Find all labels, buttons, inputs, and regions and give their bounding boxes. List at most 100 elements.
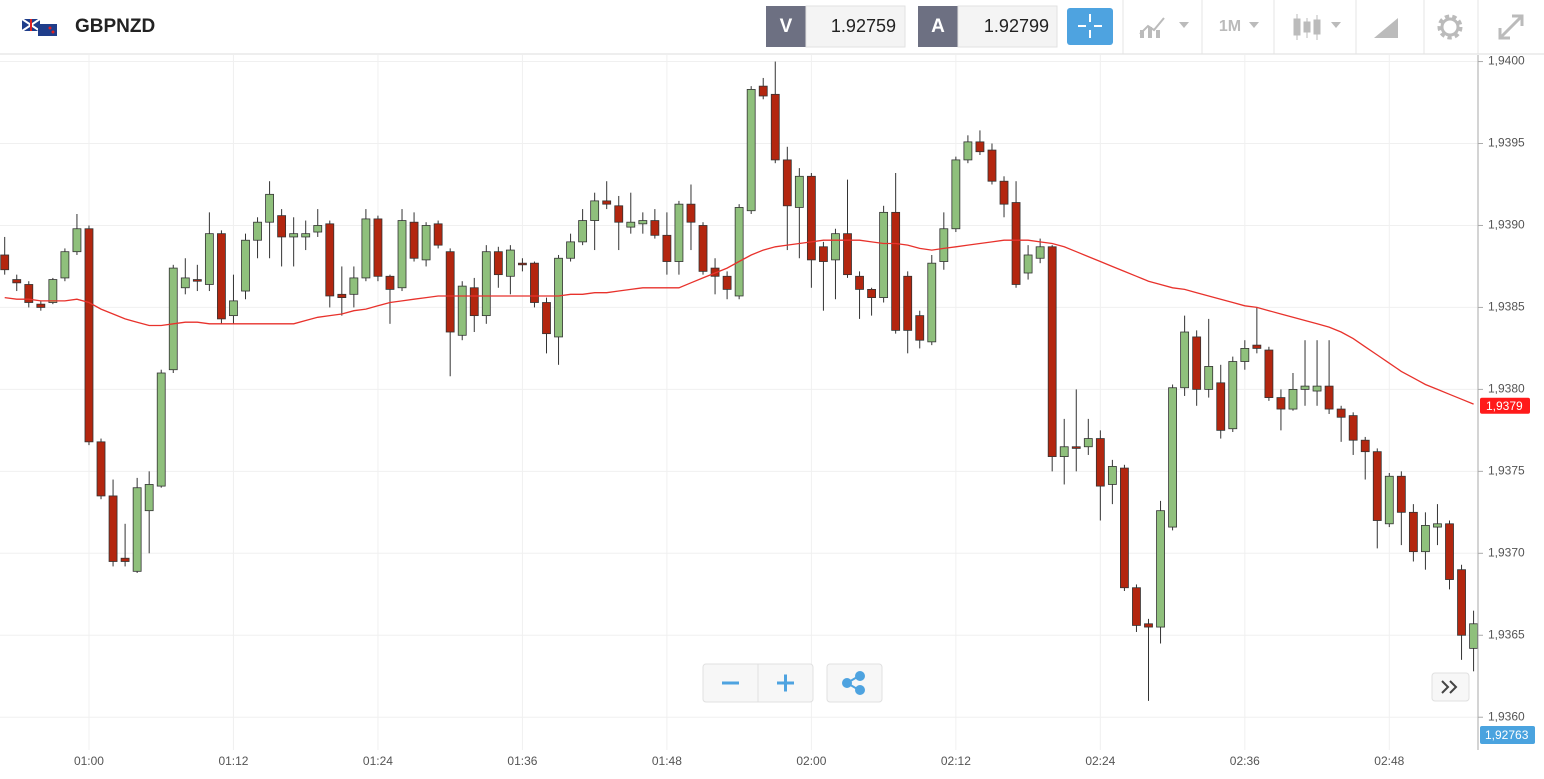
candle-body xyxy=(650,220,660,236)
candle-body xyxy=(758,85,768,97)
candle-body xyxy=(36,303,46,308)
x-tick-label: 02:36 xyxy=(1230,754,1260,768)
candle-body xyxy=(445,251,455,333)
candle-body xyxy=(1168,387,1177,528)
candle-body xyxy=(1300,385,1310,390)
zoom-in-button[interactable] xyxy=(777,674,794,692)
candle-body xyxy=(1372,451,1382,521)
settings-button[interactable] xyxy=(1437,14,1463,40)
candle-body xyxy=(746,89,756,212)
candle-body xyxy=(433,223,443,246)
candle-body xyxy=(1228,361,1238,430)
buy-quote-box xyxy=(957,5,1058,48)
candle-body xyxy=(1384,475,1394,525)
y-tick-label: 1,9375 xyxy=(1488,464,1525,478)
candle-body xyxy=(1059,446,1069,457)
candle-body xyxy=(457,285,467,336)
candle-body xyxy=(1408,511,1418,553)
symbol: GBPNZD xyxy=(75,16,155,37)
candle-body xyxy=(132,487,142,572)
candle-body xyxy=(1252,344,1262,349)
candle-body xyxy=(192,279,202,282)
candle-body xyxy=(1144,623,1153,628)
candle-body xyxy=(24,284,34,303)
candle-body xyxy=(493,251,503,276)
candle-body xyxy=(1396,475,1406,513)
candles-button[interactable] xyxy=(1293,14,1341,40)
candle-body xyxy=(361,218,371,279)
candle-body xyxy=(794,175,804,208)
sell-button[interactable] xyxy=(766,6,806,47)
y-tick-label: 1,9390 xyxy=(1488,218,1525,232)
buy-label: A xyxy=(931,16,945,37)
candle-body xyxy=(770,93,780,161)
candle-body xyxy=(1023,254,1033,274)
candle-body xyxy=(1240,348,1250,362)
candle-body xyxy=(385,275,395,290)
candle-body xyxy=(1192,336,1202,390)
candle-body xyxy=(1132,587,1141,626)
candle-body xyxy=(1445,523,1454,580)
fullscreen-button[interactable] xyxy=(1498,14,1524,40)
y-tick-label: 1,9370 xyxy=(1488,545,1525,559)
candle-body xyxy=(72,228,82,253)
candle-body xyxy=(626,221,636,228)
last-price-label: 1,9379 xyxy=(1486,399,1523,413)
candle-body xyxy=(975,141,985,153)
candle-body xyxy=(686,203,696,223)
candle-body xyxy=(481,251,491,317)
candle-body xyxy=(554,257,563,338)
candle-body xyxy=(204,233,214,285)
crosshair-button[interactable] xyxy=(1067,8,1113,45)
candle-body xyxy=(614,205,624,223)
candle-body xyxy=(542,302,551,335)
candle-body xyxy=(301,233,311,238)
candle-body xyxy=(108,495,118,562)
candle-body xyxy=(96,441,106,497)
candle-body xyxy=(734,207,744,297)
draw-button[interactable] xyxy=(1374,18,1398,38)
candle-body xyxy=(951,159,961,230)
candle-body xyxy=(698,225,708,272)
candle-body xyxy=(48,279,58,303)
candle-body xyxy=(373,218,383,277)
scroll-box xyxy=(1431,672,1470,702)
candle-body xyxy=(469,287,479,317)
buy-button[interactable] xyxy=(918,6,958,47)
candle-body xyxy=(1336,408,1346,418)
candle-body xyxy=(156,372,166,487)
candle-body xyxy=(397,220,407,289)
candle-body xyxy=(1457,569,1466,636)
candle-body xyxy=(265,193,274,223)
x-tick-label: 02:12 xyxy=(941,754,971,768)
candle-body xyxy=(999,180,1009,205)
y-tick-label: 1,9400 xyxy=(1488,54,1525,68)
candle-body xyxy=(1421,525,1430,553)
candle-body xyxy=(241,239,250,292)
last-price-badge xyxy=(1480,397,1530,414)
x-tick-label: 02:00 xyxy=(796,754,826,768)
candle-body xyxy=(84,228,94,443)
scroll-right-button[interactable] xyxy=(1441,680,1458,694)
candle-body xyxy=(530,262,539,303)
candle-body xyxy=(1156,510,1165,628)
plot xyxy=(0,55,1478,750)
candle-body xyxy=(1035,246,1045,259)
candle-body xyxy=(1324,385,1334,410)
candle-body xyxy=(1011,202,1021,285)
candle-body xyxy=(0,254,10,271)
timeframe-button[interactable]: 1M xyxy=(1219,18,1241,35)
x-tick-label: 01:48 xyxy=(652,754,682,768)
x-tick-label: 01:00 xyxy=(74,754,104,768)
candle-body xyxy=(1360,439,1370,453)
share-button[interactable] xyxy=(842,671,865,695)
y-tick-label: 1,9360 xyxy=(1488,709,1525,723)
candle-body xyxy=(1433,523,1442,528)
toolbar-separators xyxy=(1122,0,1479,54)
candle-body xyxy=(144,484,154,512)
candle-body xyxy=(722,275,732,290)
candle-body xyxy=(421,225,431,261)
chart-type-button[interactable] xyxy=(1139,17,1189,38)
candle-body xyxy=(313,225,323,233)
